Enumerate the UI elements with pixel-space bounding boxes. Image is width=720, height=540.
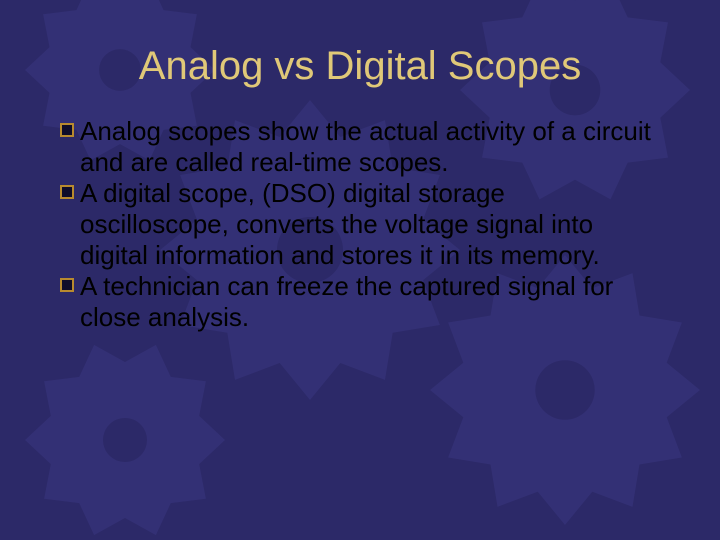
bullet-text: Analog scopes show the actual activity o… xyxy=(80,116,660,178)
bullet-icon xyxy=(60,185,74,199)
bullet-text: A technician can freeze the captured sig… xyxy=(80,271,660,333)
bullet-item: A technician can freeze the captured sig… xyxy=(60,271,660,333)
bullet-item: Analog scopes show the actual activity o… xyxy=(60,116,660,178)
bullet-icon xyxy=(60,278,74,292)
bullet-text: A digital scope, (DSO) digital storage o… xyxy=(80,178,660,271)
bullet-item: A digital scope, (DSO) digital storage o… xyxy=(60,178,660,271)
slide-body: Analog scopes show the actual activity o… xyxy=(60,116,660,333)
bullet-icon xyxy=(60,123,74,137)
slide: Analog vs Digital Scopes Analog scopes s… xyxy=(0,0,720,540)
slide-title: Analog vs Digital Scopes xyxy=(0,44,720,89)
